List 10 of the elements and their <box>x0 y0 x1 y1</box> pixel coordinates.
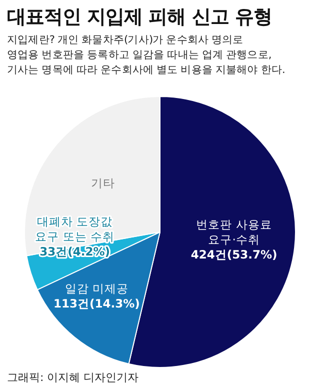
slice-label: 일감 미제공 <box>64 282 129 296</box>
slice-label: 기타 <box>90 176 115 190</box>
slice-label: 대폐차 도장값 요구 또는 수취 <box>35 214 114 244</box>
data-label: 424건(53.7%) <box>190 248 278 262</box>
text: 그래픽: 이지혜 디자인기자 <box>7 370 139 385</box>
data-label: 33건(4.2%) <box>40 244 110 259</box>
chart-title: 대표적인 지입제 피해 신고 유형 <box>7 5 272 30</box>
data-label: 113건(14.3%) <box>53 296 140 311</box>
chart-subtitle: 지입제란? 개인 화물차주(기사)가 운수회사 명의로 영업용 번호판을 등록하고 일감을 따내는 업계 관행으로, 기사는 명목에 따라 운수회사에 별도 비용을 지불해야 한다. <box>7 33 285 78</box>
slice-label: 번호판 사용료 요구·수취 <box>196 218 272 247</box>
